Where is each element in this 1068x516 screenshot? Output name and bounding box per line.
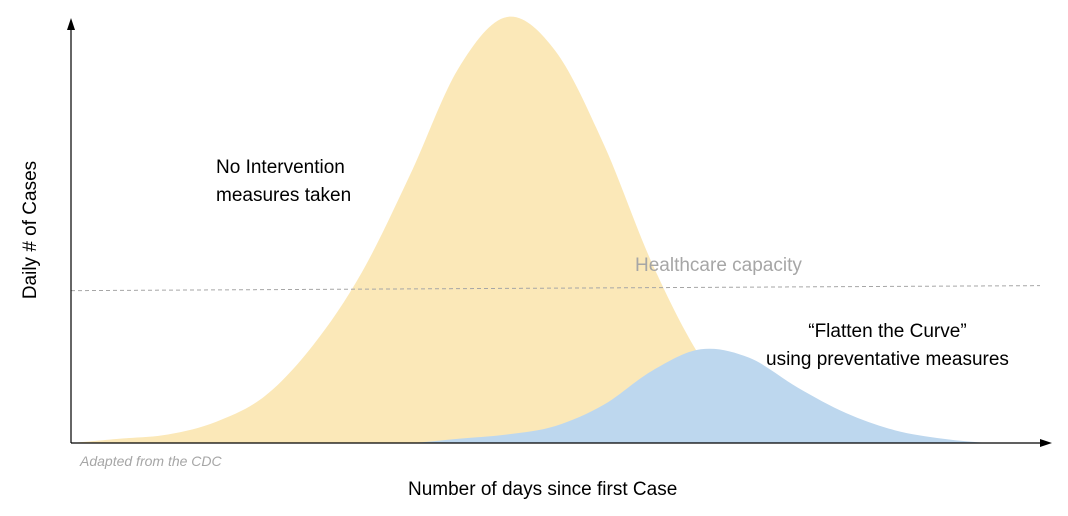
flatten-curve-annotation: “Flatten the Curve” using preventative m… bbox=[766, 318, 1009, 374]
flatten-line1: “Flatten the Curve” bbox=[808, 321, 967, 342]
no-intervention-curve bbox=[71, 16, 1040, 443]
flatten-curve-area bbox=[71, 348, 1040, 443]
no-intervention-line1: No Intervention bbox=[216, 157, 345, 178]
y-axis-arrow bbox=[67, 18, 75, 30]
healthcare-capacity-label: Healthcare capacity bbox=[635, 255, 802, 276]
x-axis-label: Number of days since first Case bbox=[408, 479, 678, 500]
flatten-line2: using preventative measures bbox=[766, 349, 1009, 370]
no-intervention-annotation: No Intervention measures taken bbox=[216, 154, 351, 210]
y-axis-label: Daily # of Cases bbox=[20, 160, 41, 300]
no-intervention-line2: measures taken bbox=[216, 185, 352, 206]
source-note: Adapted from the CDC bbox=[80, 453, 222, 469]
healthcare-capacity-line bbox=[70, 285, 1041, 292]
x-axis-arrow bbox=[1040, 439, 1052, 447]
